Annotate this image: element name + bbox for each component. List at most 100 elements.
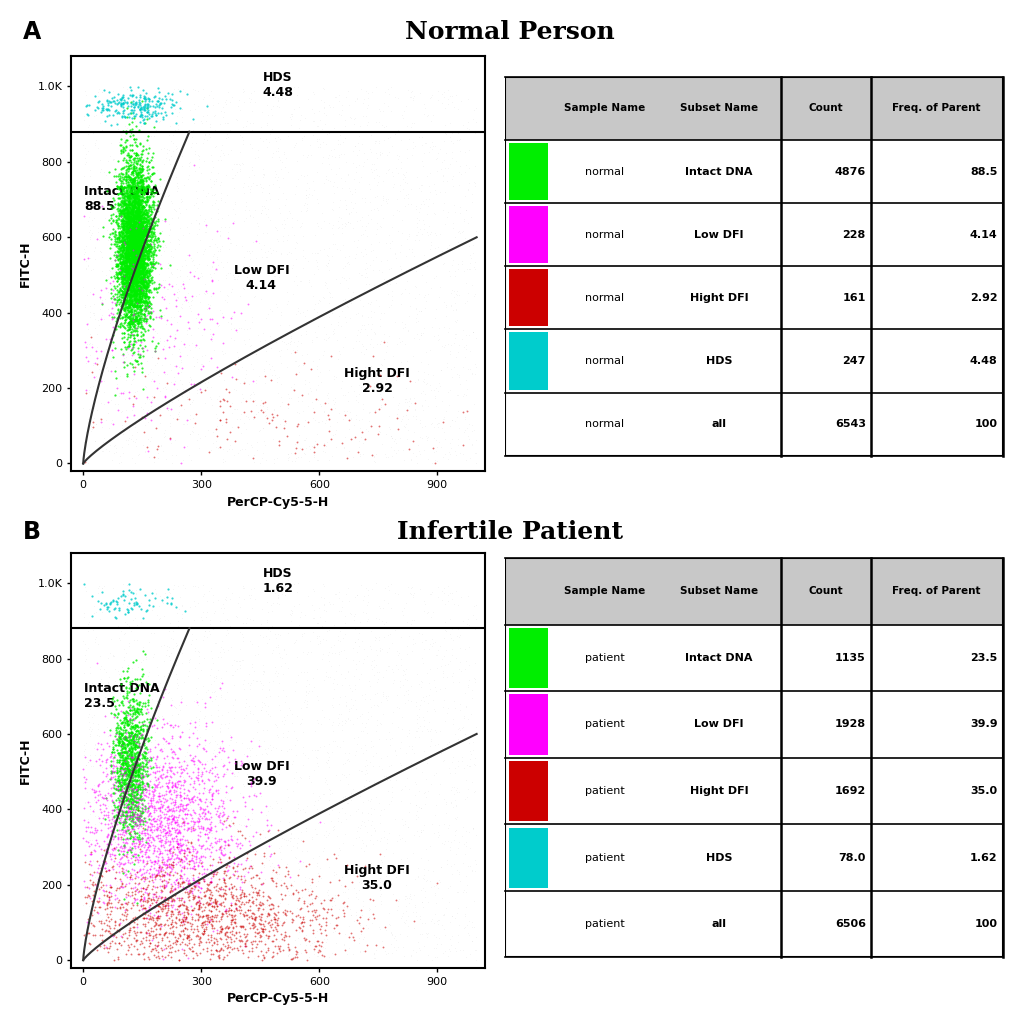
Point [104, 844, 120, 860]
Point [451, 654, 468, 671]
Point [111, 733, 127, 750]
Point [243, 834, 259, 850]
Point [125, 219, 142, 236]
Point [120, 852, 137, 868]
Point [320, 309, 336, 326]
Point [430, 415, 446, 431]
Point [132, 281, 149, 297]
Point [136, 769, 152, 785]
Point [389, 662, 406, 678]
Point [407, 697, 423, 714]
Point [460, 927, 476, 943]
Point [103, 786, 119, 803]
Point [297, 373, 313, 389]
Point [353, 244, 369, 260]
Point [172, 818, 189, 835]
Point [117, 252, 133, 268]
Point [124, 270, 141, 287]
Point [84, 364, 100, 380]
Point [126, 270, 143, 287]
Point [268, 668, 284, 684]
Point [224, 267, 240, 284]
Point [144, 228, 160, 245]
Point [246, 787, 262, 804]
Point [153, 838, 169, 854]
Point [386, 742, 403, 759]
Point [128, 203, 145, 219]
Point [156, 428, 172, 444]
Point [190, 813, 206, 829]
Point [111, 208, 127, 224]
Point [130, 227, 147, 244]
Point [139, 829, 155, 846]
Point [141, 938, 157, 954]
Point [139, 869, 155, 886]
Point [119, 758, 136, 774]
Point [121, 260, 138, 276]
Point [115, 688, 131, 705]
Point [174, 811, 191, 827]
Point [131, 255, 148, 271]
Point [109, 229, 125, 246]
Point [122, 279, 139, 295]
Point [135, 265, 151, 282]
Point [141, 226, 157, 243]
Point [375, 95, 391, 112]
Point [129, 182, 146, 199]
Point [123, 211, 140, 227]
Point [137, 224, 153, 241]
Point [115, 99, 131, 116]
Point [136, 217, 152, 233]
Point [76, 112, 93, 128]
Point [395, 418, 412, 434]
Point [135, 292, 151, 308]
Point [128, 246, 145, 262]
Point [140, 102, 156, 119]
Point [392, 264, 409, 281]
Point [109, 922, 125, 938]
Point [216, 292, 232, 308]
Point [114, 791, 130, 807]
Point [248, 372, 264, 388]
Point [122, 250, 139, 266]
Point [254, 924, 270, 940]
Point [210, 439, 226, 456]
Point [267, 666, 283, 682]
Point [160, 897, 176, 913]
Point [108, 258, 124, 274]
Point [391, 334, 408, 350]
Point [124, 201, 141, 217]
Point [105, 734, 121, 751]
Point [122, 229, 139, 246]
Point [112, 787, 128, 804]
Point [126, 270, 143, 287]
Point [460, 610, 476, 627]
Point [132, 310, 149, 327]
Point [81, 887, 97, 903]
Point [125, 252, 142, 268]
Point [119, 196, 136, 212]
Point [140, 128, 156, 144]
Point [371, 168, 387, 184]
Point [413, 679, 429, 695]
Point [194, 866, 210, 883]
Point [367, 292, 383, 308]
Point [123, 292, 140, 308]
Point [213, 881, 229, 897]
Point [127, 431, 144, 447]
Point [120, 243, 137, 259]
Point [115, 797, 131, 813]
Point [384, 138, 400, 155]
Point [132, 164, 149, 180]
Point [120, 800, 137, 816]
Point [129, 213, 146, 229]
Point [220, 938, 236, 954]
Point [121, 189, 138, 206]
Point [115, 262, 131, 279]
Point [427, 443, 443, 460]
Point [126, 764, 143, 780]
Point [124, 253, 141, 269]
Point [338, 897, 355, 913]
Point [127, 233, 144, 250]
Point [106, 785, 122, 802]
